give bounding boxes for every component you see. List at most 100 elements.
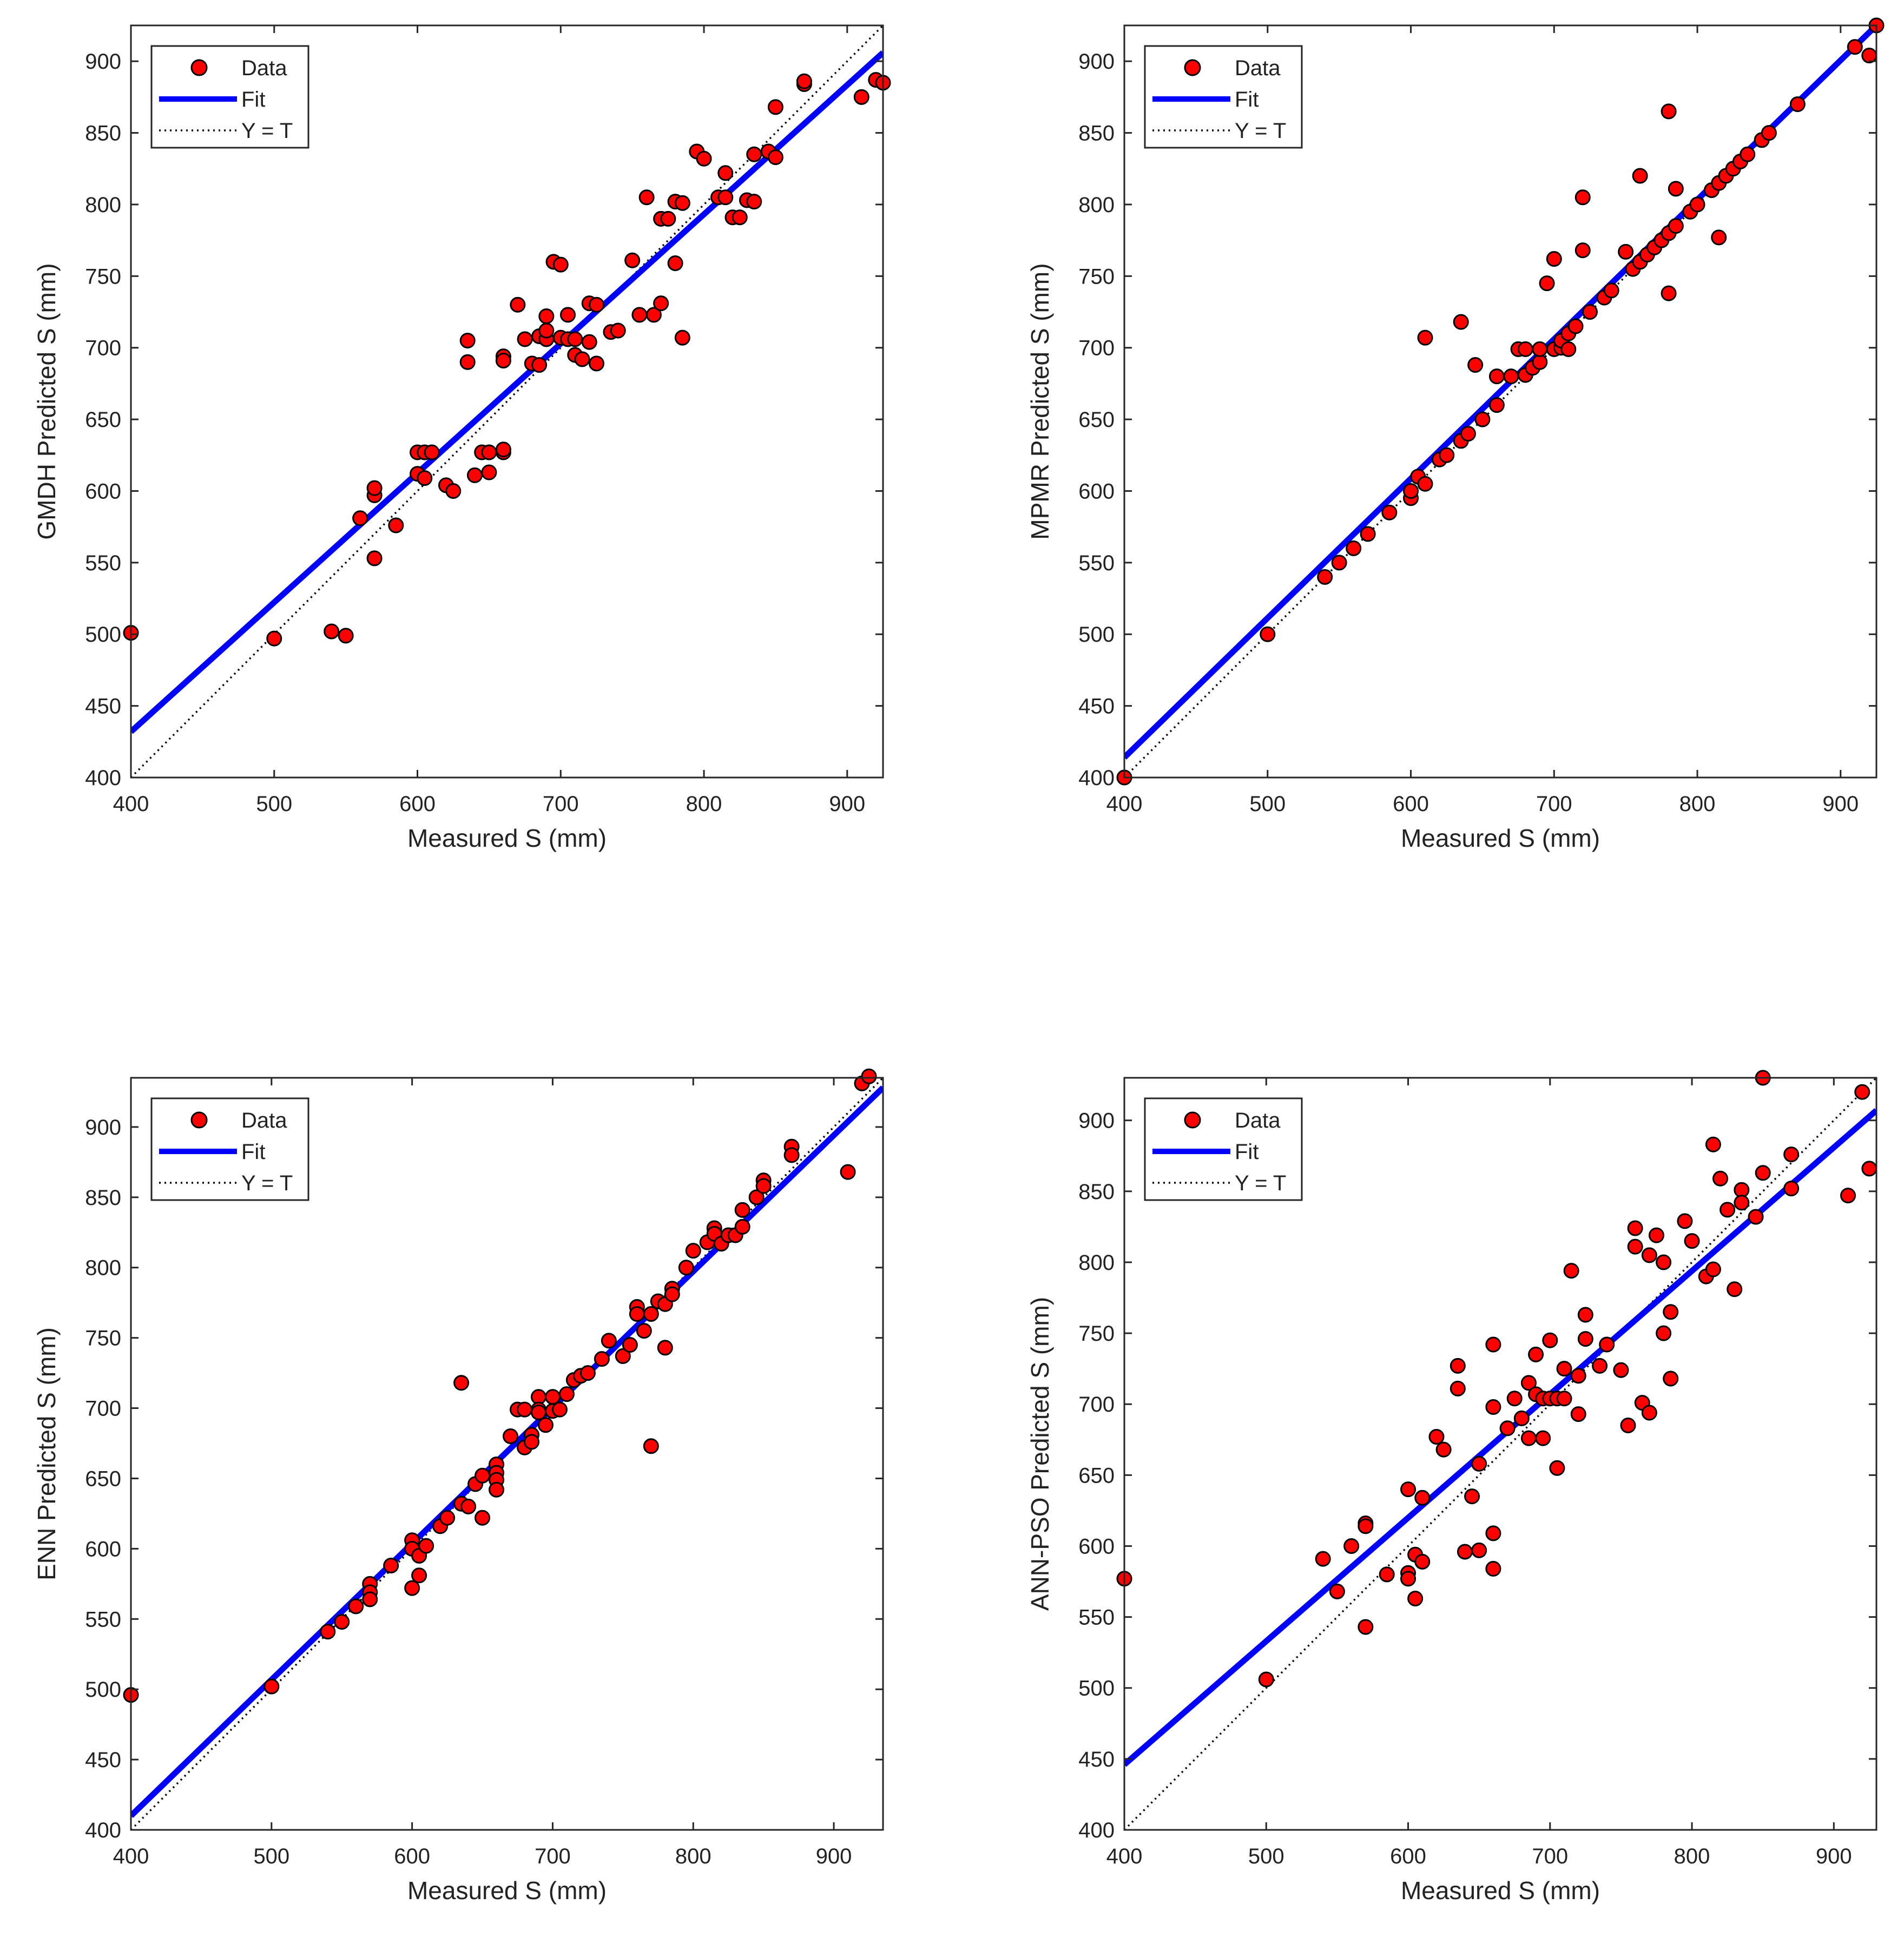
data-point (685, 1243, 701, 1259)
x-tick-label: 800 (675, 1844, 711, 1868)
y-tick-label: 900 (1078, 50, 1115, 74)
data-point (1661, 103, 1677, 120)
data-point (1471, 1542, 1487, 1558)
data-point (1358, 1619, 1374, 1635)
data-point (502, 1428, 518, 1445)
y-tick-label: 650 (85, 408, 121, 432)
data-point (631, 307, 648, 323)
data-point (1560, 341, 1577, 357)
data-point (263, 1678, 280, 1695)
y-tick-label: 500 (85, 1678, 121, 1702)
chart-panel-1: 400 500 600 700 800 900 400 450 500 550 600 650 700 7… (32, 24, 891, 852)
x-tick-label: 500 (256, 792, 292, 816)
legend-label: Data (241, 1109, 287, 1132)
data-point (767, 149, 783, 166)
data-point (366, 550, 383, 566)
data-point (1705, 1261, 1721, 1277)
data-point (678, 1260, 694, 1276)
data-point (574, 351, 590, 367)
data-point (1331, 555, 1347, 571)
data-point (667, 255, 683, 272)
data-point (796, 73, 812, 89)
data-point (1668, 218, 1684, 234)
data-point (1677, 1213, 1693, 1229)
chart-panel-4: 400 500 600 700 800 900 400 450 500 550 600 650 700 7… (1026, 1070, 1877, 1905)
y-tick-label: 500 (1078, 1677, 1115, 1701)
data-point (624, 252, 641, 268)
x-tick-label: 400 (113, 1844, 149, 1868)
y-tick-label: 450 (1078, 695, 1115, 719)
y-tick-label: 600 (85, 479, 121, 503)
y-tick-label: 750 (1078, 265, 1115, 288)
legend-label: Fit (1235, 1140, 1259, 1164)
legend-label: Data (241, 56, 287, 80)
data-point (1632, 168, 1648, 184)
data-point (1450, 1380, 1466, 1396)
data-point (320, 1624, 336, 1640)
y-tick-label: 750 (85, 265, 121, 288)
data-point (334, 1613, 350, 1630)
data-point (1435, 1441, 1452, 1458)
data-point (1546, 251, 1562, 267)
data-point (424, 444, 440, 460)
data-point (653, 295, 669, 312)
y-tick-label: 650 (1078, 1464, 1115, 1487)
data-point (840, 1164, 856, 1180)
y-tick-label: 500 (85, 623, 121, 647)
y-axis-label: ENN Predicted S (mm) (32, 1327, 61, 1580)
legend-marker-data (1184, 59, 1201, 76)
data-point (466, 467, 483, 483)
y-tick-label: 500 (1078, 623, 1115, 647)
fit-line (131, 1085, 883, 1818)
data-point (1499, 1420, 1516, 1437)
x-tick-label: 600 (399, 792, 436, 816)
legend-marker-data (190, 59, 208, 76)
data-point (746, 194, 762, 210)
data-point (495, 442, 511, 458)
x-axis-label: Measured S (mm) (1401, 824, 1600, 852)
x-tick-label: 900 (1822, 792, 1859, 816)
axes-box (130, 1077, 884, 1831)
data-point (1503, 368, 1519, 385)
data-point (755, 1178, 772, 1194)
y-tick-label: 850 (85, 122, 121, 146)
data-point (1783, 1147, 1800, 1163)
legend: Data Fit Y = T (1144, 45, 1303, 149)
y-tick-label: 700 (1078, 1393, 1115, 1416)
data-point (1663, 1304, 1679, 1320)
y-tick-label: 750 (1078, 1322, 1115, 1346)
data-point (581, 334, 597, 350)
data-point (1485, 1336, 1501, 1353)
data-point (1740, 146, 1756, 162)
data-point (1641, 1405, 1657, 1421)
y-tick-label: 550 (1078, 551, 1115, 575)
data-point (1627, 1220, 1643, 1236)
y-tick-label: 400 (85, 766, 121, 790)
data-point (1258, 1671, 1274, 1688)
data-point (579, 1365, 596, 1381)
data-point (853, 89, 869, 105)
data-point (1535, 1430, 1551, 1446)
data-point (615, 1348, 631, 1364)
data-point (1648, 1227, 1664, 1243)
legend-label: Y = T (241, 1171, 293, 1195)
data-point (717, 165, 734, 181)
x-tick-label: 500 (253, 1844, 289, 1868)
data-point (1861, 1161, 1877, 1177)
data-point (674, 195, 690, 211)
data-point (516, 1401, 532, 1418)
data-point (1513, 1410, 1530, 1426)
axes-box (1123, 1077, 1877, 1831)
data-point (445, 483, 462, 499)
data-point (411, 1567, 427, 1584)
data-point (734, 1218, 750, 1235)
data-point (388, 517, 404, 533)
x-tick-label: 600 (394, 1844, 430, 1868)
legend-marker-data (190, 1111, 208, 1129)
x-tick-label: 900 (829, 792, 865, 816)
y-tick-label: 800 (1078, 193, 1115, 217)
data-point (1641, 1247, 1657, 1263)
data-point (495, 353, 511, 369)
data-point (1485, 1560, 1501, 1577)
data-point (594, 1351, 610, 1367)
